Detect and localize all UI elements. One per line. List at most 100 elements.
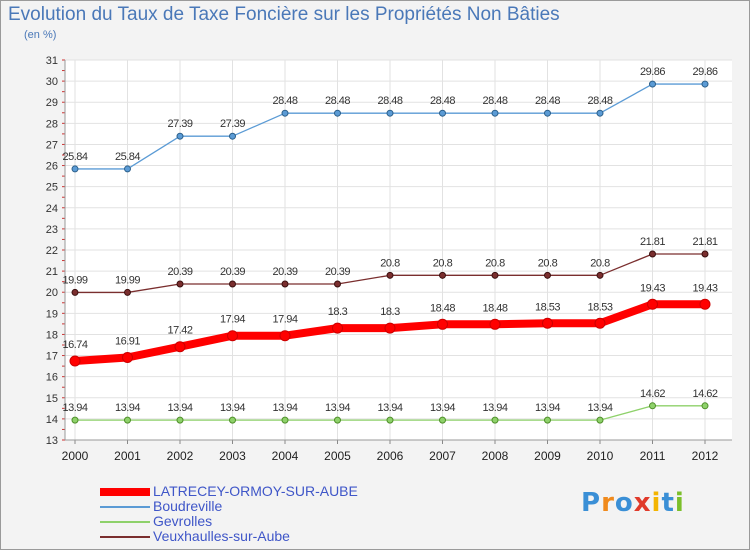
data-label-boudreville: 28.48 <box>377 95 402 107</box>
legend-label-veuxhaulles-sur-aube: Veuxhaulles-sur-Aube <box>153 528 290 544</box>
data-label-gevrolles: 13.94 <box>167 402 192 414</box>
data-label-veuxhaulles-sur-aube: 21.81 <box>640 236 665 248</box>
y-tick-label: 19 <box>46 308 58 320</box>
legend-swatch-latrecey-ormoy-sur-aube <box>100 487 150 496</box>
data-point-latrecey-ormoy-sur-aube <box>279 330 291 342</box>
x-tick-label: 2008 <box>482 449 509 463</box>
legend-swatch-veuxhaulles-sur-aube <box>100 535 150 538</box>
data-label-latrecey-ormoy-sur-aube: 18.48 <box>430 302 455 314</box>
data-point-boudreville <box>124 165 131 173</box>
x-tick-label: 2006 <box>377 449 404 463</box>
data-point-gevrolles <box>229 416 236 424</box>
data-point-latrecey-ormoy-sur-aube <box>174 341 186 353</box>
data-label-gevrolles: 13.94 <box>377 402 402 414</box>
data-label-gevrolles: 13.94 <box>62 402 87 414</box>
data-point-gevrolles <box>649 402 656 410</box>
data-label-latrecey-ormoy-sur-aube: 17.42 <box>167 325 192 337</box>
x-tick-label: 2007 <box>429 449 456 463</box>
data-point-veuxhaulles-sur-aube <box>491 271 499 279</box>
data-point-gevrolles <box>701 402 709 410</box>
legend-item-veuxhaulles-sur-aube: Veuxhaulles-sur-Aube <box>100 529 358 544</box>
logo-letter: o <box>614 488 634 518</box>
data-point-veuxhaulles-sur-aube <box>229 280 236 288</box>
data-point-veuxhaulles-sur-aube <box>386 271 394 279</box>
data-point-boudreville <box>701 80 709 88</box>
chart-title: Evolution du Taux de Taxe Foncière sur l… <box>8 4 560 25</box>
y-axis-unit: (en %) <box>24 29 57 41</box>
y-tick-label: 29 <box>46 97 58 109</box>
data-label-boudreville: 25.84 <box>115 151 140 163</box>
data-point-gevrolles <box>281 416 289 424</box>
data-label-boudreville: 28.48 <box>535 95 560 107</box>
legend-label-gevrolles: Gevrolles <box>153 513 213 529</box>
data-label-latrecey-ormoy-sur-aube: 17.94 <box>272 314 297 326</box>
data-label-gevrolles: 14.62 <box>692 388 717 400</box>
data-point-veuxhaulles-sur-aube <box>281 280 289 288</box>
data-point-veuxhaulles-sur-aube <box>544 271 551 279</box>
data-point-latrecey-ormoy-sur-aube <box>647 298 658 310</box>
data-label-boudreville: 28.48 <box>272 95 297 107</box>
y-tick-label: 18 <box>46 329 58 341</box>
data-label-boudreville: 29.86 <box>640 66 665 78</box>
legend: LATRECEY-ORMOY-SUR-AUBE Boudreville Gevrol… <box>100 484 358 544</box>
y-tick-label: 15 <box>46 393 58 405</box>
y-tick-label: 28 <box>46 118 58 130</box>
y-tick-label: 16 <box>46 372 58 384</box>
y-tick-label: 24 <box>46 203 58 215</box>
data-point-gevrolles <box>596 416 604 424</box>
data-label-veuxhaulles-sur-aube: 19.99 <box>115 274 140 286</box>
data-point-veuxhaulles-sur-aube <box>439 271 446 279</box>
data-label-gevrolles: 13.94 <box>587 402 612 414</box>
data-label-boudreville: 28.48 <box>325 95 350 107</box>
x-tick-label: 2012 <box>692 449 719 463</box>
data-label-veuxhaulles-sur-aube: 20.8 <box>380 257 400 269</box>
data-label-gevrolles: 13.94 <box>535 402 560 414</box>
legend-label-latrecey-ormoy-sur-aube: LATRECEY-ORMOY-SUR-AUBE <box>153 483 358 499</box>
data-point-latrecey-ormoy-sur-aube <box>69 355 81 367</box>
data-point-boudreville <box>491 109 499 117</box>
legend-item-boudreville: Boudreville <box>100 499 358 514</box>
data-label-veuxhaulles-sur-aube: 20.39 <box>220 266 245 278</box>
data-label-gevrolles: 13.94 <box>430 402 455 414</box>
data-label-latrecey-ormoy-sur-aube: 18.53 <box>535 301 560 313</box>
logo-letter: r <box>601 488 615 518</box>
data-label-boudreville: 25.84 <box>62 151 87 163</box>
logo-letter: i <box>674 488 685 518</box>
data-label-veuxhaulles-sur-aube: 20.39 <box>167 266 192 278</box>
y-tick-label: 26 <box>46 161 58 173</box>
legend-label-boudreville: Boudreville <box>153 498 223 514</box>
x-tick-label: 2011 <box>640 449 666 463</box>
data-point-boudreville <box>71 165 79 173</box>
x-tick-label: 2002 <box>167 449 194 463</box>
data-point-latrecey-ormoy-sur-aube <box>384 322 396 334</box>
data-label-boudreville: 28.48 <box>587 95 612 107</box>
x-tick-label: 2009 <box>534 449 561 463</box>
data-point-latrecey-ormoy-sur-aube <box>699 298 711 310</box>
data-point-gevrolles <box>176 416 184 424</box>
logo-letter: x <box>633 488 652 518</box>
data-point-veuxhaulles-sur-aube <box>649 250 656 258</box>
data-point-latrecey-ormoy-sur-aube <box>594 317 606 329</box>
data-point-latrecey-ormoy-sur-aube <box>332 322 343 334</box>
data-point-boudreville <box>176 132 184 140</box>
data-point-veuxhaulles-sur-aube <box>334 280 341 288</box>
logo-letter: P <box>581 488 602 518</box>
data-point-veuxhaulles-sur-aube <box>596 271 604 279</box>
data-label-gevrolles: 14.62 <box>640 388 665 400</box>
data-label-latrecey-ormoy-sur-aube: 16.74 <box>62 339 87 351</box>
legend-swatch-boudreville <box>100 505 150 508</box>
data-point-veuxhaulles-sur-aube <box>176 280 184 288</box>
data-point-veuxhaulles-sur-aube <box>701 250 709 258</box>
x-tick-label: 2003 <box>219 449 246 463</box>
data-label-veuxhaulles-sur-aube: 19.99 <box>62 274 87 286</box>
data-label-boudreville: 28.48 <box>482 95 507 107</box>
data-label-latrecey-ormoy-sur-aube: 19.43 <box>692 282 717 294</box>
data-label-gevrolles: 13.94 <box>272 402 297 414</box>
data-label-latrecey-ormoy-sur-aube: 18.3 <box>380 306 400 318</box>
y-tick-label: 13 <box>46 435 58 447</box>
legend-swatch-gevrolles <box>100 520 150 523</box>
data-label-veuxhaulles-sur-aube: 20.39 <box>325 266 350 278</box>
x-tick-label: 2001 <box>114 449 141 463</box>
data-point-latrecey-ormoy-sur-aube <box>542 317 553 329</box>
